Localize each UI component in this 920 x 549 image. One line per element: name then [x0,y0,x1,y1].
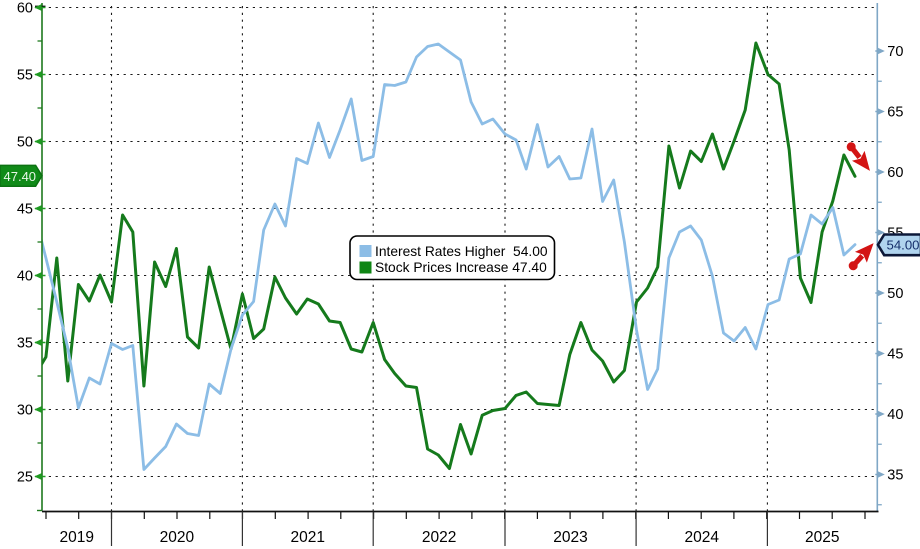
svg-text:65: 65 [887,105,903,121]
svg-text:35: 35 [17,336,33,352]
svg-text:Stock Prices Increase 47.40: Stock Prices Increase 47.40 [375,260,547,275]
svg-text:2025: 2025 [805,529,839,546]
svg-text:55: 55 [17,68,33,84]
svg-text:50: 50 [887,286,903,302]
svg-text:54.00: 54.00 [887,238,920,253]
svg-text:45: 45 [17,202,33,218]
svg-text:Interest Rates Higher 54.00: Interest Rates Higher 54.00 [375,244,548,259]
svg-text:2021: 2021 [291,529,325,546]
svg-text:2020: 2020 [160,529,195,546]
svg-text:2019: 2019 [60,529,94,546]
svg-text:47.40: 47.40 [4,169,37,184]
svg-text:45: 45 [887,347,903,363]
svg-text:70: 70 [887,44,903,60]
svg-text:2023: 2023 [553,529,587,546]
svg-text:60: 60 [887,165,903,181]
svg-text:60: 60 [17,1,33,17]
svg-text:35: 35 [887,468,903,484]
svg-text:50: 50 [17,135,33,151]
svg-text:25: 25 [17,470,33,486]
svg-text:40: 40 [887,407,903,423]
svg-text:2024: 2024 [685,529,720,546]
svg-text:30: 30 [17,403,33,419]
svg-text:2022: 2022 [422,529,456,546]
svg-text:40: 40 [17,269,33,285]
